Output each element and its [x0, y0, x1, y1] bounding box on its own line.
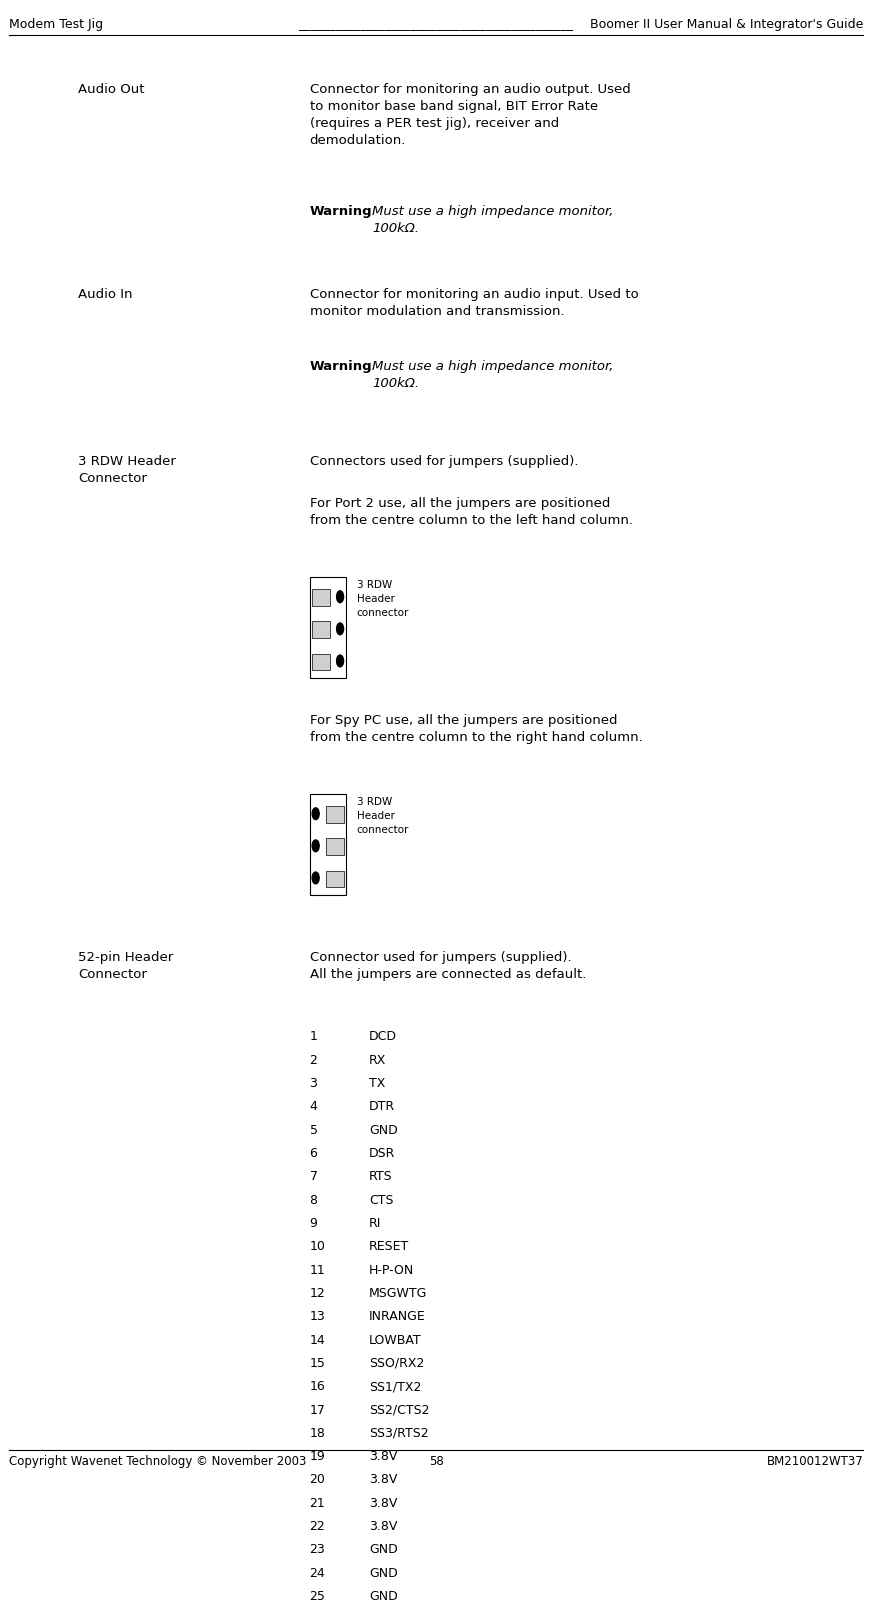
Text: :: : [366, 205, 375, 218]
Text: SS1/TX2: SS1/TX2 [369, 1379, 421, 1394]
Text: DTR: DTR [369, 1100, 395, 1113]
Circle shape [337, 622, 344, 635]
Text: Connectors used for jumpers (supplied).: Connectors used for jumpers (supplied). [310, 454, 578, 468]
Text: 24: 24 [310, 1567, 325, 1580]
Text: 15: 15 [310, 1357, 325, 1370]
Text: RX: RX [369, 1054, 386, 1067]
Text: GND: GND [369, 1567, 398, 1580]
Text: Connector for monitoring an audio output. Used
to monitor base band signal, BIT : Connector for monitoring an audio output… [310, 83, 630, 146]
Text: 3 RDW
Header
connector: 3 RDW Header connector [357, 797, 409, 836]
Text: 22: 22 [310, 1521, 325, 1533]
Bar [312, 653, 330, 670]
Text: GND: GND [369, 1543, 398, 1556]
Text: 3.8V: 3.8V [369, 1450, 398, 1463]
Text: INRANGE: INRANGE [369, 1310, 426, 1323]
Text: 3.8V: 3.8V [369, 1521, 398, 1533]
Text: Boomer II User Manual & Integrator's Guide: Boomer II User Manual & Integrator's Gui… [589, 18, 863, 30]
Text: 21: 21 [310, 1497, 325, 1509]
Circle shape [337, 654, 344, 667]
Bar [310, 794, 346, 895]
Text: 3 RDW
Header
connector: 3 RDW Header connector [357, 581, 409, 618]
Text: H-P-ON: H-P-ON [369, 1264, 414, 1277]
Bar [326, 839, 344, 855]
Bar [312, 621, 330, 638]
Text: TX: TX [369, 1076, 385, 1091]
Text: For Port 2 use, all the jumpers are positioned
from the centre column to the lef: For Port 2 use, all the jumpers are posi… [310, 497, 632, 528]
Text: 3: 3 [310, 1076, 317, 1091]
Text: SS2/CTS2: SS2/CTS2 [369, 1404, 429, 1416]
Text: 2: 2 [310, 1054, 317, 1067]
Text: 3 RDW Header
Connector: 3 RDW Header Connector [78, 454, 176, 484]
Text: Audio In: Audio In [78, 287, 133, 302]
Bar [312, 589, 330, 606]
Text: 18: 18 [310, 1428, 325, 1440]
Text: 4: 4 [310, 1100, 317, 1113]
Text: Copyright Wavenet Technology © November 2003: Copyright Wavenet Technology © November … [9, 1455, 306, 1469]
Text: 23: 23 [310, 1543, 325, 1556]
Text: 25: 25 [310, 1590, 325, 1602]
Text: 14: 14 [310, 1333, 325, 1346]
Circle shape [312, 873, 319, 884]
Text: Must use a high impedance monitor,
100kΩ.: Must use a high impedance monitor, 100kΩ… [372, 205, 614, 236]
Text: ____________________________________________: ________________________________________… [298, 18, 574, 30]
Text: RI: RI [369, 1217, 381, 1230]
Text: 58: 58 [429, 1455, 443, 1469]
Text: 52-pin Header
Connector: 52-pin Header Connector [78, 951, 174, 980]
Text: 20: 20 [310, 1474, 325, 1487]
Text: 16: 16 [310, 1379, 325, 1394]
Text: Warning: Warning [310, 361, 372, 374]
Text: DCD: DCD [369, 1030, 397, 1043]
Text: 12: 12 [310, 1286, 325, 1299]
Text: DSR: DSR [369, 1147, 395, 1160]
Text: 13: 13 [310, 1310, 325, 1323]
Text: Warning: Warning [310, 205, 372, 218]
Text: :: : [366, 361, 375, 374]
Text: 17: 17 [310, 1404, 325, 1416]
Text: Modem Test Jig: Modem Test Jig [9, 18, 103, 30]
Text: 8: 8 [310, 1193, 317, 1206]
Circle shape [312, 840, 319, 852]
Text: 1: 1 [310, 1030, 317, 1043]
Bar [326, 807, 344, 823]
Text: 11: 11 [310, 1264, 325, 1277]
Bar [326, 871, 344, 887]
Text: Must use a high impedance monitor,
100kΩ.: Must use a high impedance monitor, 100kΩ… [372, 361, 614, 390]
Text: 6: 6 [310, 1147, 317, 1160]
Text: RESET: RESET [369, 1240, 409, 1253]
Bar [310, 577, 346, 677]
Text: 9: 9 [310, 1217, 317, 1230]
Text: LOWBAT: LOWBAT [369, 1333, 421, 1346]
Circle shape [312, 808, 319, 820]
Text: 5: 5 [310, 1124, 317, 1137]
Text: For Spy PC use, all the jumpers are positioned
from the centre column to the rig: For Spy PC use, all the jumpers are posi… [310, 714, 643, 744]
Text: Audio Out: Audio Out [78, 83, 145, 96]
Text: 19: 19 [310, 1450, 325, 1463]
Text: GND: GND [369, 1590, 398, 1602]
Text: SS3/RTS2: SS3/RTS2 [369, 1428, 428, 1440]
Text: CTS: CTS [369, 1193, 393, 1206]
Text: GND: GND [369, 1124, 398, 1137]
Text: BM210012WT37: BM210012WT37 [766, 1455, 863, 1469]
Text: Connector for monitoring an audio input. Used to
monitor modulation and transmis: Connector for monitoring an audio input.… [310, 287, 638, 318]
Text: SSO/RX2: SSO/RX2 [369, 1357, 425, 1370]
Circle shape [337, 590, 344, 603]
Text: MSGWTG: MSGWTG [369, 1286, 427, 1299]
Text: RTS: RTS [369, 1171, 392, 1184]
Text: 10: 10 [310, 1240, 325, 1253]
Text: 7: 7 [310, 1171, 317, 1184]
Text: Connector used for jumpers (supplied).
All the jumpers are connected as default.: Connector used for jumpers (supplied). A… [310, 951, 586, 980]
Text: 3.8V: 3.8V [369, 1497, 398, 1509]
Text: 3.8V: 3.8V [369, 1474, 398, 1487]
